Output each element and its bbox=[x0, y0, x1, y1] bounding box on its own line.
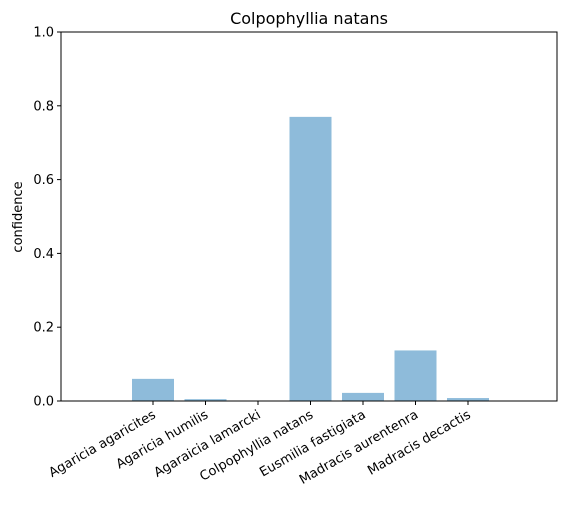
y-tick-label: 0.0 bbox=[33, 395, 54, 410]
y-axis-label: confidence bbox=[11, 181, 26, 252]
bar bbox=[132, 378, 174, 401]
bar bbox=[342, 392, 384, 401]
bar bbox=[394, 350, 437, 401]
y-tick-label: 0.4 bbox=[33, 247, 54, 262]
y-axis: 0.0 0.2 0.4 0.6 0.8 1.0 bbox=[33, 26, 61, 410]
y-tick-label: 1.0 bbox=[33, 26, 54, 41]
bar bbox=[447, 398, 489, 401]
y-tick-label: 0.6 bbox=[33, 173, 54, 188]
y-tick-label: 0.2 bbox=[33, 321, 54, 336]
chart-title: Colpophyllia natans bbox=[230, 9, 388, 28]
plot-frame bbox=[60, 31, 558, 402]
y-tick-label: 0.8 bbox=[33, 99, 54, 114]
bar bbox=[184, 399, 227, 401]
bar bbox=[289, 116, 332, 402]
bars-layer bbox=[132, 116, 489, 402]
